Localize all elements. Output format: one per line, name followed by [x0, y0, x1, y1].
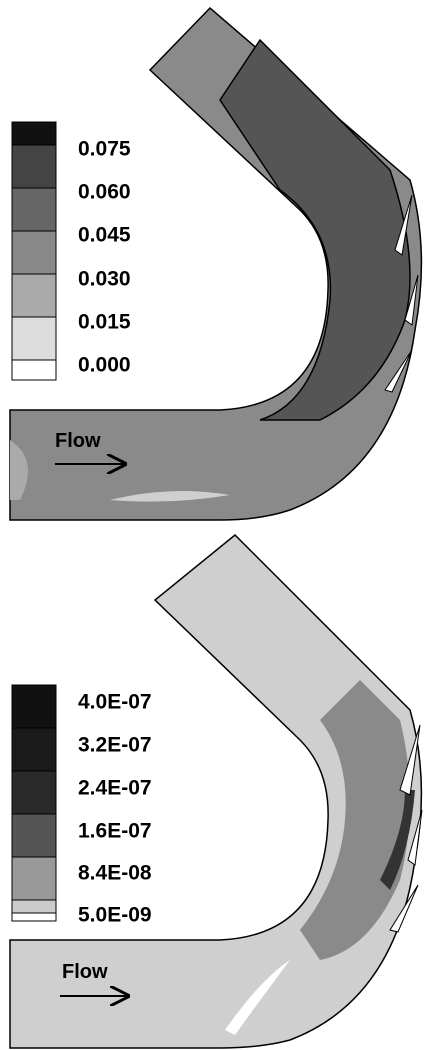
legend-label: 0.015 [78, 311, 131, 334]
legend [12, 685, 56, 921]
legend-label: 8.4E-08 [78, 862, 152, 885]
legend-label: 2.4E-07 [78, 777, 152, 800]
figure: 0.075 0.060 0.045 0.030 0.015 0.000 Flow… [0, 0, 438, 1050]
panel-top: 0.075 0.060 0.045 0.030 0.015 0.000 Flow [10, 8, 421, 520]
legend-label: 0.030 [78, 268, 131, 291]
panel-bottom: 4.0E-07 3.2E-07 2.4E-07 1.6E-07 8.4E-08 … [10, 535, 422, 1048]
legend-label: 0.045 [78, 224, 131, 247]
legend-label: 0.000 [78, 354, 131, 377]
legend-label: 4.0E-07 [78, 691, 152, 714]
flow-label: Flow [55, 430, 101, 452]
legend [12, 122, 56, 380]
legend-label: 3.2E-07 [78, 734, 152, 757]
legend-label: 1.6E-07 [78, 820, 152, 843]
legend-label: 0.060 [78, 181, 131, 204]
flow-label: Flow [62, 961, 108, 983]
legend-label: 0.075 [78, 138, 131, 161]
legend-label: 5.0E-09 [78, 904, 152, 927]
